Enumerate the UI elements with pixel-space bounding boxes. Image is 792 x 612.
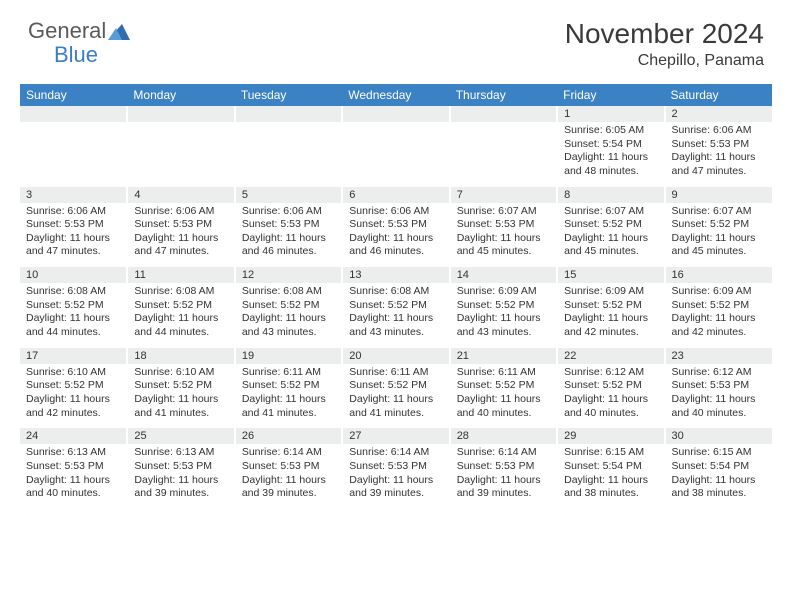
day-number: 29 (557, 428, 664, 444)
day-detail: Sunrise: 6:14 AMSunset: 5:53 PMDaylight:… (342, 444, 449, 509)
logo-text-general: General (28, 18, 106, 44)
day-number-row: 12 (20, 106, 772, 122)
day-number (342, 106, 449, 122)
day-detail: Sunrise: 6:08 AMSunset: 5:52 PMDaylight:… (235, 283, 342, 348)
day-detail: Sunrise: 6:13 AMSunset: 5:53 PMDaylight:… (127, 444, 234, 509)
day-number: 3 (20, 187, 127, 203)
day-number: 6 (342, 187, 449, 203)
day-number (450, 106, 557, 122)
day-detail: Sunrise: 6:06 AMSunset: 5:53 PMDaylight:… (127, 203, 234, 268)
day-number: 30 (665, 428, 772, 444)
day-number: 13 (342, 267, 449, 283)
day-number: 16 (665, 267, 772, 283)
day-detail: Sunrise: 6:07 AMSunset: 5:53 PMDaylight:… (450, 203, 557, 268)
weekday-header-row: Sunday Monday Tuesday Wednesday Thursday… (20, 84, 772, 106)
day-detail: Sunrise: 6:14 AMSunset: 5:53 PMDaylight:… (450, 444, 557, 509)
day-detail: Sunrise: 6:15 AMSunset: 5:54 PMDaylight:… (557, 444, 664, 509)
day-detail: Sunrise: 6:10 AMSunset: 5:52 PMDaylight:… (20, 364, 127, 429)
day-detail: Sunrise: 6:09 AMSunset: 5:52 PMDaylight:… (557, 283, 664, 348)
calendar-table: Sunday Monday Tuesday Wednesday Thursday… (20, 84, 772, 509)
day-number: 22 (557, 348, 664, 364)
day-number (235, 106, 342, 122)
day-number: 10 (20, 267, 127, 283)
day-number: 5 (235, 187, 342, 203)
weekday-header: Saturday (665, 84, 772, 106)
weekday-header: Monday (127, 84, 234, 106)
day-number: 27 (342, 428, 449, 444)
day-detail: Sunrise: 6:13 AMSunset: 5:53 PMDaylight:… (20, 444, 127, 509)
day-detail: Sunrise: 6:11 AMSunset: 5:52 PMDaylight:… (450, 364, 557, 429)
day-detail: Sunrise: 6:08 AMSunset: 5:52 PMDaylight:… (20, 283, 127, 348)
day-number-row: 24252627282930 (20, 428, 772, 444)
day-detail-row: Sunrise: 6:05 AMSunset: 5:54 PMDaylight:… (20, 122, 772, 187)
day-number: 8 (557, 187, 664, 203)
day-detail: Sunrise: 6:09 AMSunset: 5:52 PMDaylight:… (450, 283, 557, 348)
day-number: 24 (20, 428, 127, 444)
day-detail: Sunrise: 6:07 AMSunset: 5:52 PMDaylight:… (557, 203, 664, 268)
calendar-body: 12Sunrise: 6:05 AMSunset: 5:54 PMDayligh… (20, 106, 772, 509)
day-detail: Sunrise: 6:09 AMSunset: 5:52 PMDaylight:… (665, 283, 772, 348)
day-detail: Sunrise: 6:07 AMSunset: 5:52 PMDaylight:… (665, 203, 772, 268)
page-title: November 2024 (565, 18, 764, 50)
day-detail: Sunrise: 6:06 AMSunset: 5:53 PMDaylight:… (235, 203, 342, 268)
day-number (127, 106, 234, 122)
day-number: 19 (235, 348, 342, 364)
day-number: 12 (235, 267, 342, 283)
day-number-row: 10111213141516 (20, 267, 772, 283)
day-number-row: 3456789 (20, 187, 772, 203)
day-number: 23 (665, 348, 772, 364)
day-detail: Sunrise: 6:11 AMSunset: 5:52 PMDaylight:… (235, 364, 342, 429)
logo-text-blue: Blue (54, 42, 98, 68)
day-detail-row: Sunrise: 6:06 AMSunset: 5:53 PMDaylight:… (20, 203, 772, 268)
day-number: 2 (665, 106, 772, 122)
day-detail: Sunrise: 6:11 AMSunset: 5:52 PMDaylight:… (342, 364, 449, 429)
day-number: 4 (127, 187, 234, 203)
day-detail: Sunrise: 6:05 AMSunset: 5:54 PMDaylight:… (557, 122, 664, 187)
weekday-header: Sunday (20, 84, 127, 106)
weekday-header: Friday (557, 84, 664, 106)
day-detail: Sunrise: 6:15 AMSunset: 5:54 PMDaylight:… (665, 444, 772, 509)
day-detail: Sunrise: 6:06 AMSunset: 5:53 PMDaylight:… (342, 203, 449, 268)
weekday-header: Thursday (450, 84, 557, 106)
day-number: 18 (127, 348, 234, 364)
day-detail: Sunrise: 6:14 AMSunset: 5:53 PMDaylight:… (235, 444, 342, 509)
day-detail: Sunrise: 6:12 AMSunset: 5:53 PMDaylight:… (665, 364, 772, 429)
day-detail (127, 122, 234, 187)
day-detail-row: Sunrise: 6:13 AMSunset: 5:53 PMDaylight:… (20, 444, 772, 509)
day-detail-row: Sunrise: 6:10 AMSunset: 5:52 PMDaylight:… (20, 364, 772, 429)
day-number: 28 (450, 428, 557, 444)
day-detail (342, 122, 449, 187)
day-number: 15 (557, 267, 664, 283)
day-detail: Sunrise: 6:10 AMSunset: 5:52 PMDaylight:… (127, 364, 234, 429)
day-number: 17 (20, 348, 127, 364)
day-number: 25 (127, 428, 234, 444)
day-number (20, 106, 127, 122)
day-number: 7 (450, 187, 557, 203)
day-detail: Sunrise: 6:08 AMSunset: 5:52 PMDaylight:… (342, 283, 449, 348)
page-subtitle: Chepillo, Panama (565, 52, 764, 70)
day-number: 14 (450, 267, 557, 283)
title-block: November 2024 Chepillo, Panama (565, 18, 764, 70)
logo-triangle-icon (108, 22, 130, 40)
day-detail (235, 122, 342, 187)
day-detail: Sunrise: 6:06 AMSunset: 5:53 PMDaylight:… (20, 203, 127, 268)
day-detail: Sunrise: 6:12 AMSunset: 5:52 PMDaylight:… (557, 364, 664, 429)
day-number-row: 17181920212223 (20, 348, 772, 364)
day-number: 21 (450, 348, 557, 364)
header: General Blue November 2024 Chepillo, Pan… (0, 0, 792, 78)
day-detail (20, 122, 127, 187)
day-number: 26 (235, 428, 342, 444)
weekday-header: Wednesday (342, 84, 449, 106)
day-number: 20 (342, 348, 449, 364)
day-number: 11 (127, 267, 234, 283)
day-number: 9 (665, 187, 772, 203)
weekday-header: Tuesday (235, 84, 342, 106)
day-detail-row: Sunrise: 6:08 AMSunset: 5:52 PMDaylight:… (20, 283, 772, 348)
logo: General Blue (28, 18, 132, 44)
day-number: 1 (557, 106, 664, 122)
day-detail (450, 122, 557, 187)
day-detail: Sunrise: 6:06 AMSunset: 5:53 PMDaylight:… (665, 122, 772, 187)
day-detail: Sunrise: 6:08 AMSunset: 5:52 PMDaylight:… (127, 283, 234, 348)
